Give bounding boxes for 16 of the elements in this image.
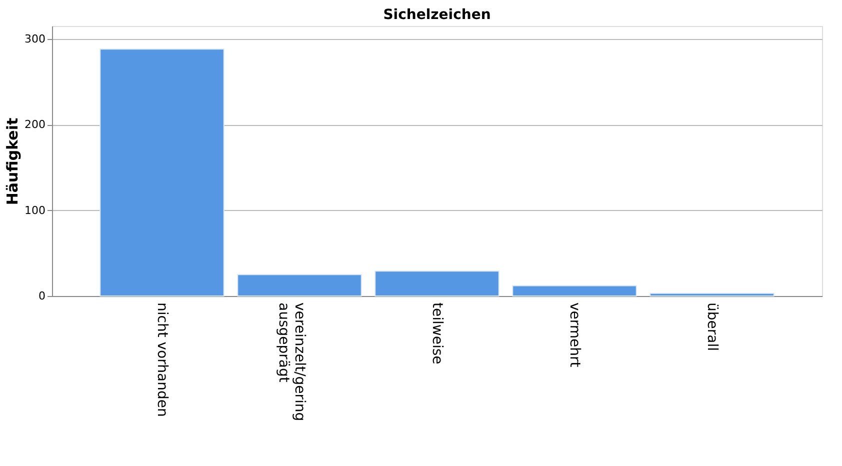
x-tick-label: vermehrt [566,302,582,368]
y-axis-title: Häufigkeit [4,118,22,206]
bar [100,48,224,296]
chart-title: Sichelzeichen [383,7,491,23]
y-tick-label: 200 [24,118,46,132]
x-tick-label: vereinzelt/gering ausgeprägt [276,302,308,422]
x-tick-label: teilweise [429,302,445,364]
bar [237,274,362,296]
x-tick-label: überall [704,302,720,351]
x-tick-label: nicht vorhanden [154,302,170,417]
bar [374,270,500,296]
y-tick-label: 300 [24,32,46,46]
bar [650,292,774,296]
bar [512,285,637,296]
y-tick-label: 100 [24,204,46,217]
y-tick-label: 0 [38,290,46,302]
